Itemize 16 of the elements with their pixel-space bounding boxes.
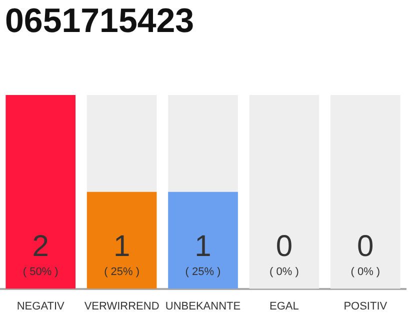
annotation: ( 25% ) [104,266,140,278]
annotation: ( 50% ) [22,266,58,278]
x-tick-label: VERWIRREND [84,300,160,312]
x-tick-label: NEGATIV [16,300,65,312]
annotation: 0 [357,230,374,263]
annotation: ( 0% ) [270,266,299,278]
data-label: 1 [194,230,212,263]
chart-title: 0651715423 [5,2,194,41]
annotation: 0 [276,230,293,263]
annotation: ( 25% ) [185,266,221,278]
data-label: 2 [32,230,49,263]
x-tick-label: POSITIV [344,300,388,312]
annotation: ( 0% ) [350,266,380,278]
data-label: 1 [113,230,130,263]
x-tick-label: EGAL [270,300,299,312]
x-tick-label: UNBEKANNTE [165,300,241,312]
